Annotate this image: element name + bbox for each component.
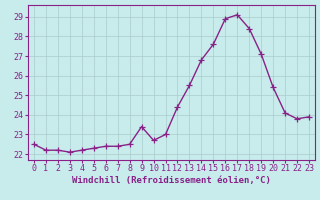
X-axis label: Windchill (Refroidissement éolien,°C): Windchill (Refroidissement éolien,°C) xyxy=(72,176,271,185)
